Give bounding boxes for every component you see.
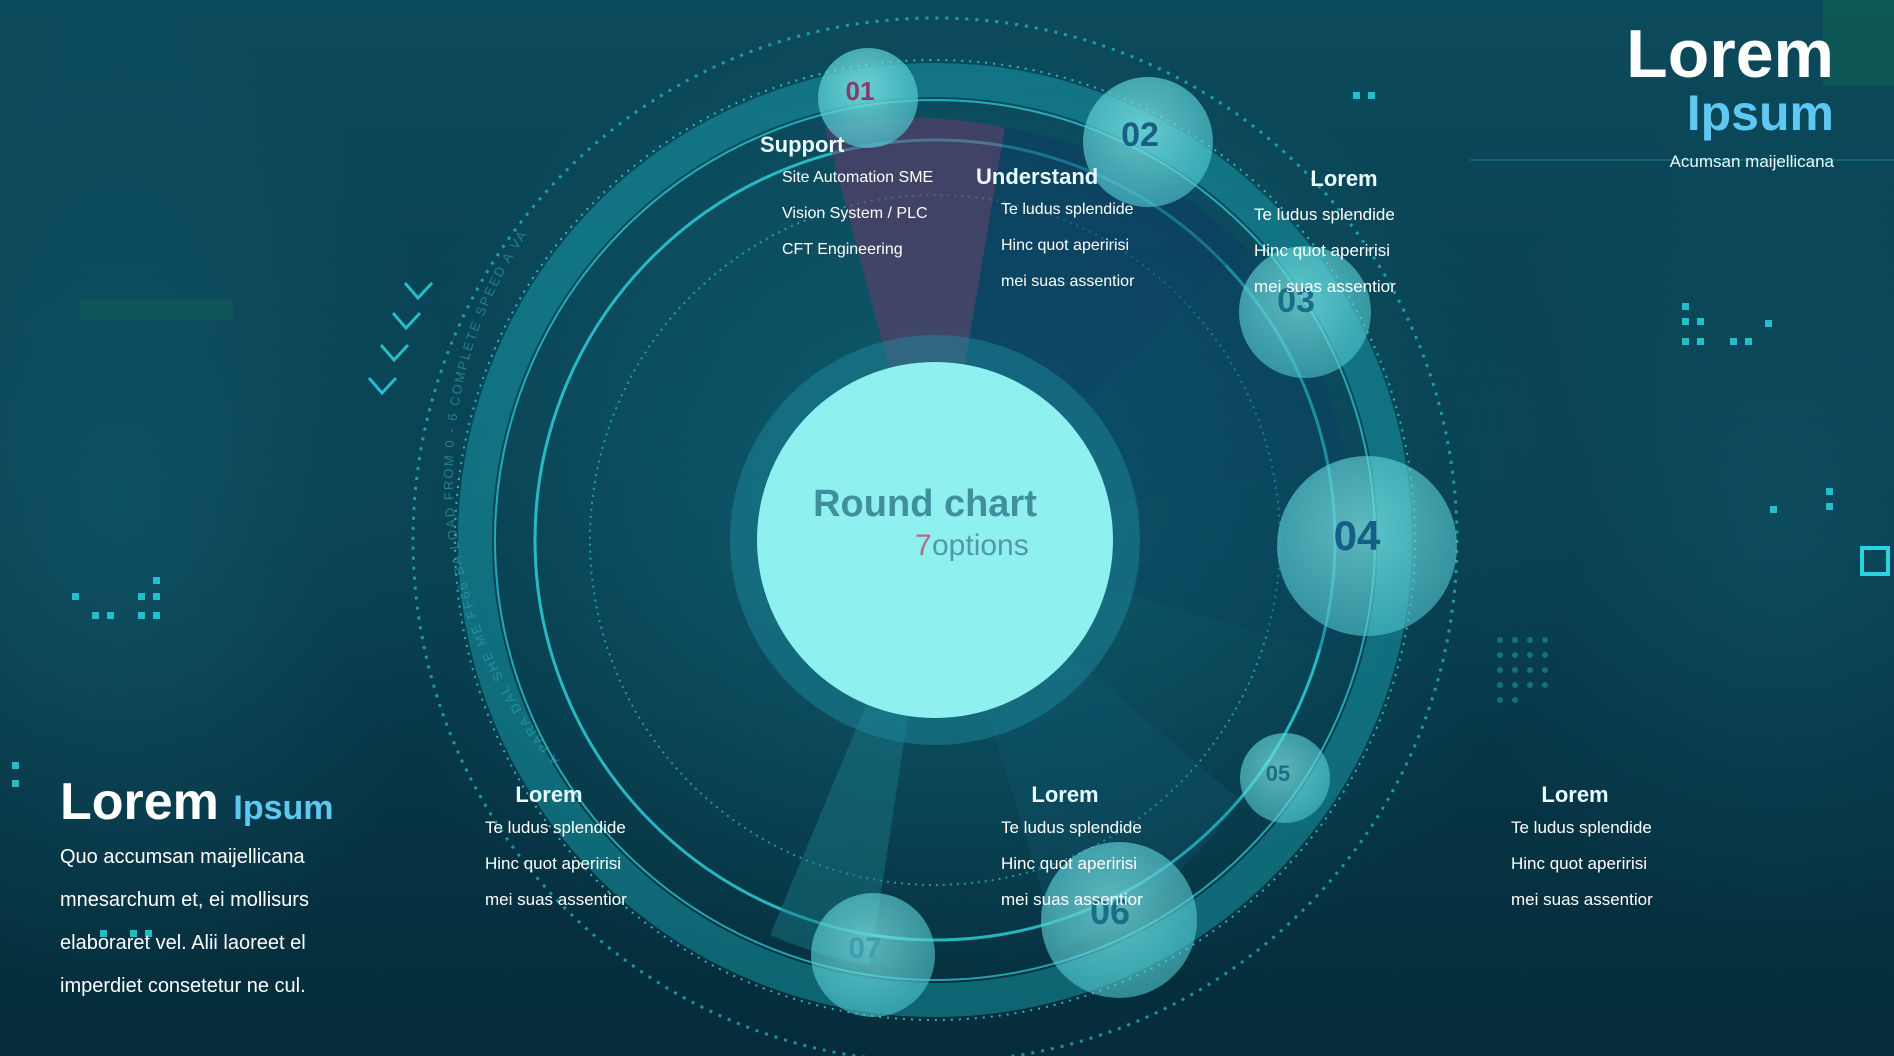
- left-panel: Lorem Ipsum Quo accumsan maijellicana mn…: [60, 772, 334, 1008]
- item-title: Lorem: [1031, 782, 1099, 807]
- item-line: Te ludus splendide: [1511, 818, 1652, 837]
- marker-07[interactable]: 07: [811, 893, 935, 1017]
- center-count-label: options: [932, 529, 1029, 562]
- item-lorem-7: Lorem Te ludus splendide Hinc quot aperi…: [485, 782, 627, 918]
- header-subtitle: Acumsan maijellicana: [1669, 152, 1834, 171]
- svg-text:04: 04: [1334, 512, 1381, 559]
- item-understand: Understand Te ludus splendide Hinc quot …: [976, 164, 1134, 300]
- left-title-main: Lorem: [60, 773, 219, 831]
- center-title: Round chart: [813, 483, 1037, 525]
- center-disc: [757, 362, 1113, 718]
- item-title: Lorem: [515, 782, 583, 807]
- left-paragraph-line: mnesarchum et, ei mollisurs: [60, 889, 309, 911]
- item-line: CFT Engineering: [782, 241, 903, 258]
- left-title-accent: Ipsum: [233, 789, 334, 827]
- svg-text:01: 01: [846, 76, 875, 106]
- svg-text:02: 02: [1121, 116, 1159, 154]
- item-line: Hinc quot aperirisi: [1511, 854, 1648, 873]
- svg-text:07: 07: [848, 932, 881, 965]
- item-lorem-6: Lorem Te ludus splendide Hinc quot aperi…: [1001, 782, 1143, 918]
- item-lorem-5: Lorem Te ludus splendide Hinc quot aperi…: [1511, 782, 1653, 918]
- marker-03[interactable]: 03: [1239, 246, 1371, 378]
- item-lorem-3-lines: Te ludus splendide Hinc quot aperirisi m…: [1254, 197, 1396, 305]
- left-paragraph-line: elaboraret vel. Alii laoreet el: [60, 932, 306, 954]
- item-line: mei suas assentior: [485, 890, 627, 909]
- marker-02[interactable]: 02: [1083, 77, 1213, 207]
- item-line: Hinc quot aperirisi: [1001, 854, 1138, 873]
- item-line: mei suas assentior: [1001, 273, 1135, 290]
- marker-05[interactable]: 05: [1240, 733, 1330, 823]
- item-line: Hinc quot aperirisi: [1254, 241, 1391, 260]
- center-count: 7: [915, 529, 932, 562]
- item-line: Site Automation SME: [782, 169, 934, 186]
- item-title: Support: [760, 132, 845, 157]
- item-line: Hinc quot aperirisi: [485, 854, 622, 873]
- item-title: Lorem: [1310, 166, 1378, 191]
- left-paragraph-line: Quo accumsan maijellicana: [60, 846, 305, 868]
- svg-text:03: 03: [1277, 282, 1315, 320]
- item-line: Te ludus splendide: [1001, 201, 1134, 218]
- item-line: mei suas assentior: [1001, 890, 1143, 909]
- item-line: Te ludus splendide: [485, 818, 626, 837]
- item-line: Te ludus splendide: [1254, 205, 1395, 224]
- svg-text:05: 05: [1266, 761, 1290, 786]
- left-paragraph-line: imperdiet consetetur ne cul.: [60, 975, 306, 997]
- svg-text:06: 06: [1090, 891, 1130, 932]
- item-line: mei suas assentior: [1511, 890, 1653, 909]
- item-line: Vision System / PLC: [782, 205, 928, 222]
- item-line: Te ludus splendide: [1001, 818, 1142, 837]
- item-line: Hinc quot aperirisi: [1001, 237, 1130, 254]
- sector-support: [825, 117, 1005, 541]
- header-title-main: Lorem: [1626, 16, 1834, 92]
- item-title: Lorem: [1541, 782, 1609, 807]
- item-line: mei suas assentior: [1254, 277, 1396, 296]
- marker-01[interactable]: 01: [818, 48, 918, 148]
- sector-04: [935, 460, 1354, 655]
- item-title: Understand: [976, 164, 1099, 189]
- marker-04[interactable]: 04: [1277, 456, 1457, 636]
- header: Lorem Ipsum Acumsan maijellicana: [1626, 20, 1834, 172]
- marker-06[interactable]: 06: [1041, 842, 1197, 998]
- item-support: Support Site Automation SME Vision Syste…: [760, 132, 933, 268]
- header-title-accent: Ipsum: [1686, 85, 1834, 141]
- item-lorem-3: Lorem: [1254, 166, 1434, 192]
